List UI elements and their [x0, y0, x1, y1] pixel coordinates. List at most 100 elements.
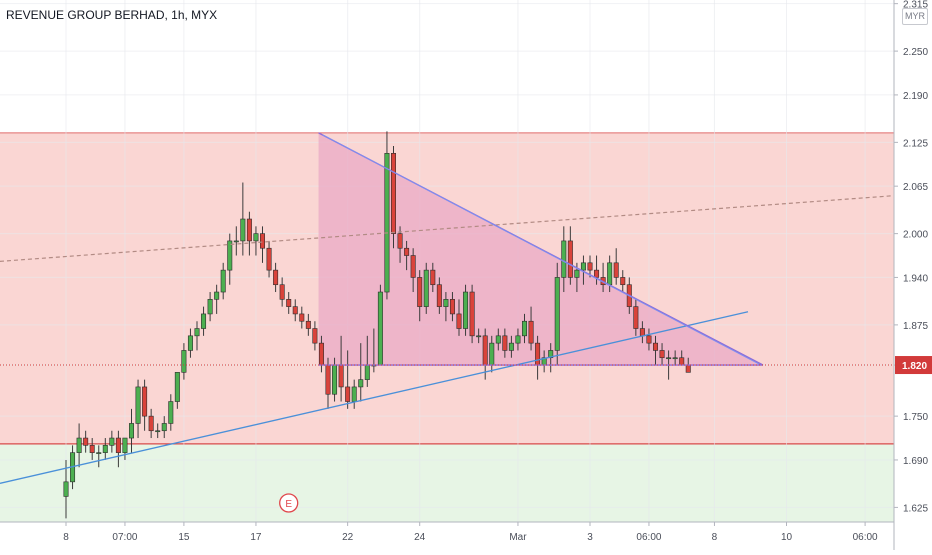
- candle[interactable]: [259, 233, 265, 249]
- candle[interactable]: [607, 262, 613, 286]
- candle[interactable]: [410, 255, 416, 278]
- candle[interactable]: [548, 350, 554, 359]
- candle[interactable]: [266, 247, 272, 271]
- candle[interactable]: [679, 357, 685, 366]
- candle[interactable]: [345, 386, 351, 402]
- candle[interactable]: [515, 335, 521, 344]
- candle[interactable]: [220, 269, 226, 293]
- candle[interactable]: [115, 437, 121, 453]
- candle[interactable]: [338, 364, 344, 388]
- candle[interactable]: [666, 357, 672, 360]
- dotted-trendline[interactable]: [0, 195, 895, 262]
- candle[interactable]: [502, 335, 508, 351]
- candle[interactable]: [574, 269, 580, 278]
- candle[interactable]: [384, 153, 390, 293]
- candle[interactable]: [436, 284, 442, 307]
- candle[interactable]: [207, 299, 213, 315]
- candle[interactable]: [129, 423, 135, 439]
- candle[interactable]: [482, 335, 488, 366]
- candle[interactable]: [286, 299, 292, 307]
- candle[interactable]: [521, 320, 527, 337]
- candle[interactable]: [76, 437, 82, 453]
- candle[interactable]: [528, 320, 534, 344]
- candle[interactable]: [404, 247, 410, 256]
- candle[interactable]: [83, 437, 89, 446]
- candle[interactable]: [633, 306, 639, 329]
- candle[interactable]: [168, 401, 174, 424]
- candle[interactable]: [318, 342, 324, 366]
- candle[interactable]: [449, 299, 455, 315]
- candle[interactable]: [587, 262, 593, 271]
- candle[interactable]: [325, 364, 331, 395]
- candle[interactable]: [299, 313, 305, 322]
- candle[interactable]: [456, 313, 462, 329]
- trendlines-layer[interactable]: [0, 132, 895, 484]
- candle[interactable]: [312, 328, 318, 344]
- candle[interactable]: [181, 350, 187, 373]
- candle[interactable]: [142, 386, 148, 417]
- candle[interactable]: [305, 320, 311, 329]
- candles-layer[interactable]: [63, 131, 691, 519]
- candle[interactable]: [463, 291, 469, 329]
- candle[interactable]: [148, 415, 154, 432]
- candle[interactable]: [620, 277, 626, 286]
- candle[interactable]: [161, 423, 167, 432]
- candle[interactable]: [554, 277, 560, 351]
- candle[interactable]: [377, 291, 383, 366]
- candle[interactable]: [187, 335, 193, 351]
- candle[interactable]: [594, 269, 600, 278]
- candle[interactable]: [253, 233, 259, 242]
- candle[interactable]: [358, 379, 364, 388]
- candle[interactable]: [89, 445, 95, 453]
- candle[interactable]: [567, 240, 573, 278]
- last-price-badge[interactable]: [895, 356, 932, 375]
- candle[interactable]: [685, 364, 691, 373]
- candle[interactable]: [535, 342, 541, 366]
- candle[interactable]: [174, 372, 180, 402]
- candle[interactable]: [246, 218, 252, 242]
- candle[interactable]: [201, 313, 207, 329]
- candle[interactable]: [273, 269, 279, 286]
- candle[interactable]: [580, 262, 586, 271]
- candle[interactable]: [194, 328, 200, 337]
- candle[interactable]: [423, 269, 429, 307]
- candle[interactable]: [214, 291, 220, 300]
- candle[interactable]: [430, 269, 436, 286]
- candle[interactable]: [672, 357, 678, 360]
- candle[interactable]: [364, 364, 370, 380]
- candle[interactable]: [639, 328, 645, 337]
- candle[interactable]: [122, 437, 128, 453]
- candle[interactable]: [351, 386, 357, 402]
- candle[interactable]: [489, 342, 495, 366]
- candle[interactable]: [233, 240, 239, 243]
- earnings-marker[interactable]: [279, 493, 299, 513]
- candle[interactable]: [292, 306, 298, 315]
- candle[interactable]: [652, 342, 658, 351]
- candle[interactable]: [102, 445, 108, 453]
- candle[interactable]: [155, 430, 161, 433]
- candle[interactable]: [63, 481, 69, 497]
- currency-badge[interactable]: MYR: [902, 8, 928, 25]
- candle[interactable]: [659, 350, 665, 359]
- candle[interactable]: [469, 291, 475, 337]
- candle[interactable]: [390, 153, 396, 234]
- candle[interactable]: [495, 335, 501, 344]
- candle[interactable]: [240, 218, 246, 242]
- candle[interactable]: [227, 240, 233, 271]
- candle[interactable]: [613, 262, 619, 278]
- candle[interactable]: [561, 240, 567, 278]
- candle[interactable]: [96, 452, 102, 454]
- candle[interactable]: [397, 233, 403, 249]
- triangle-upper-line-2[interactable]: [322, 134, 762, 366]
- support-trendline[interactable]: [0, 311, 749, 484]
- candle[interactable]: [443, 299, 449, 307]
- candle[interactable]: [279, 284, 285, 300]
- candle[interactable]: [476, 335, 482, 338]
- candle[interactable]: [332, 364, 338, 395]
- candle[interactable]: [135, 386, 141, 424]
- candle[interactable]: [109, 437, 115, 446]
- candle[interactable]: [508, 342, 514, 351]
- candle[interactable]: [646, 335, 652, 344]
